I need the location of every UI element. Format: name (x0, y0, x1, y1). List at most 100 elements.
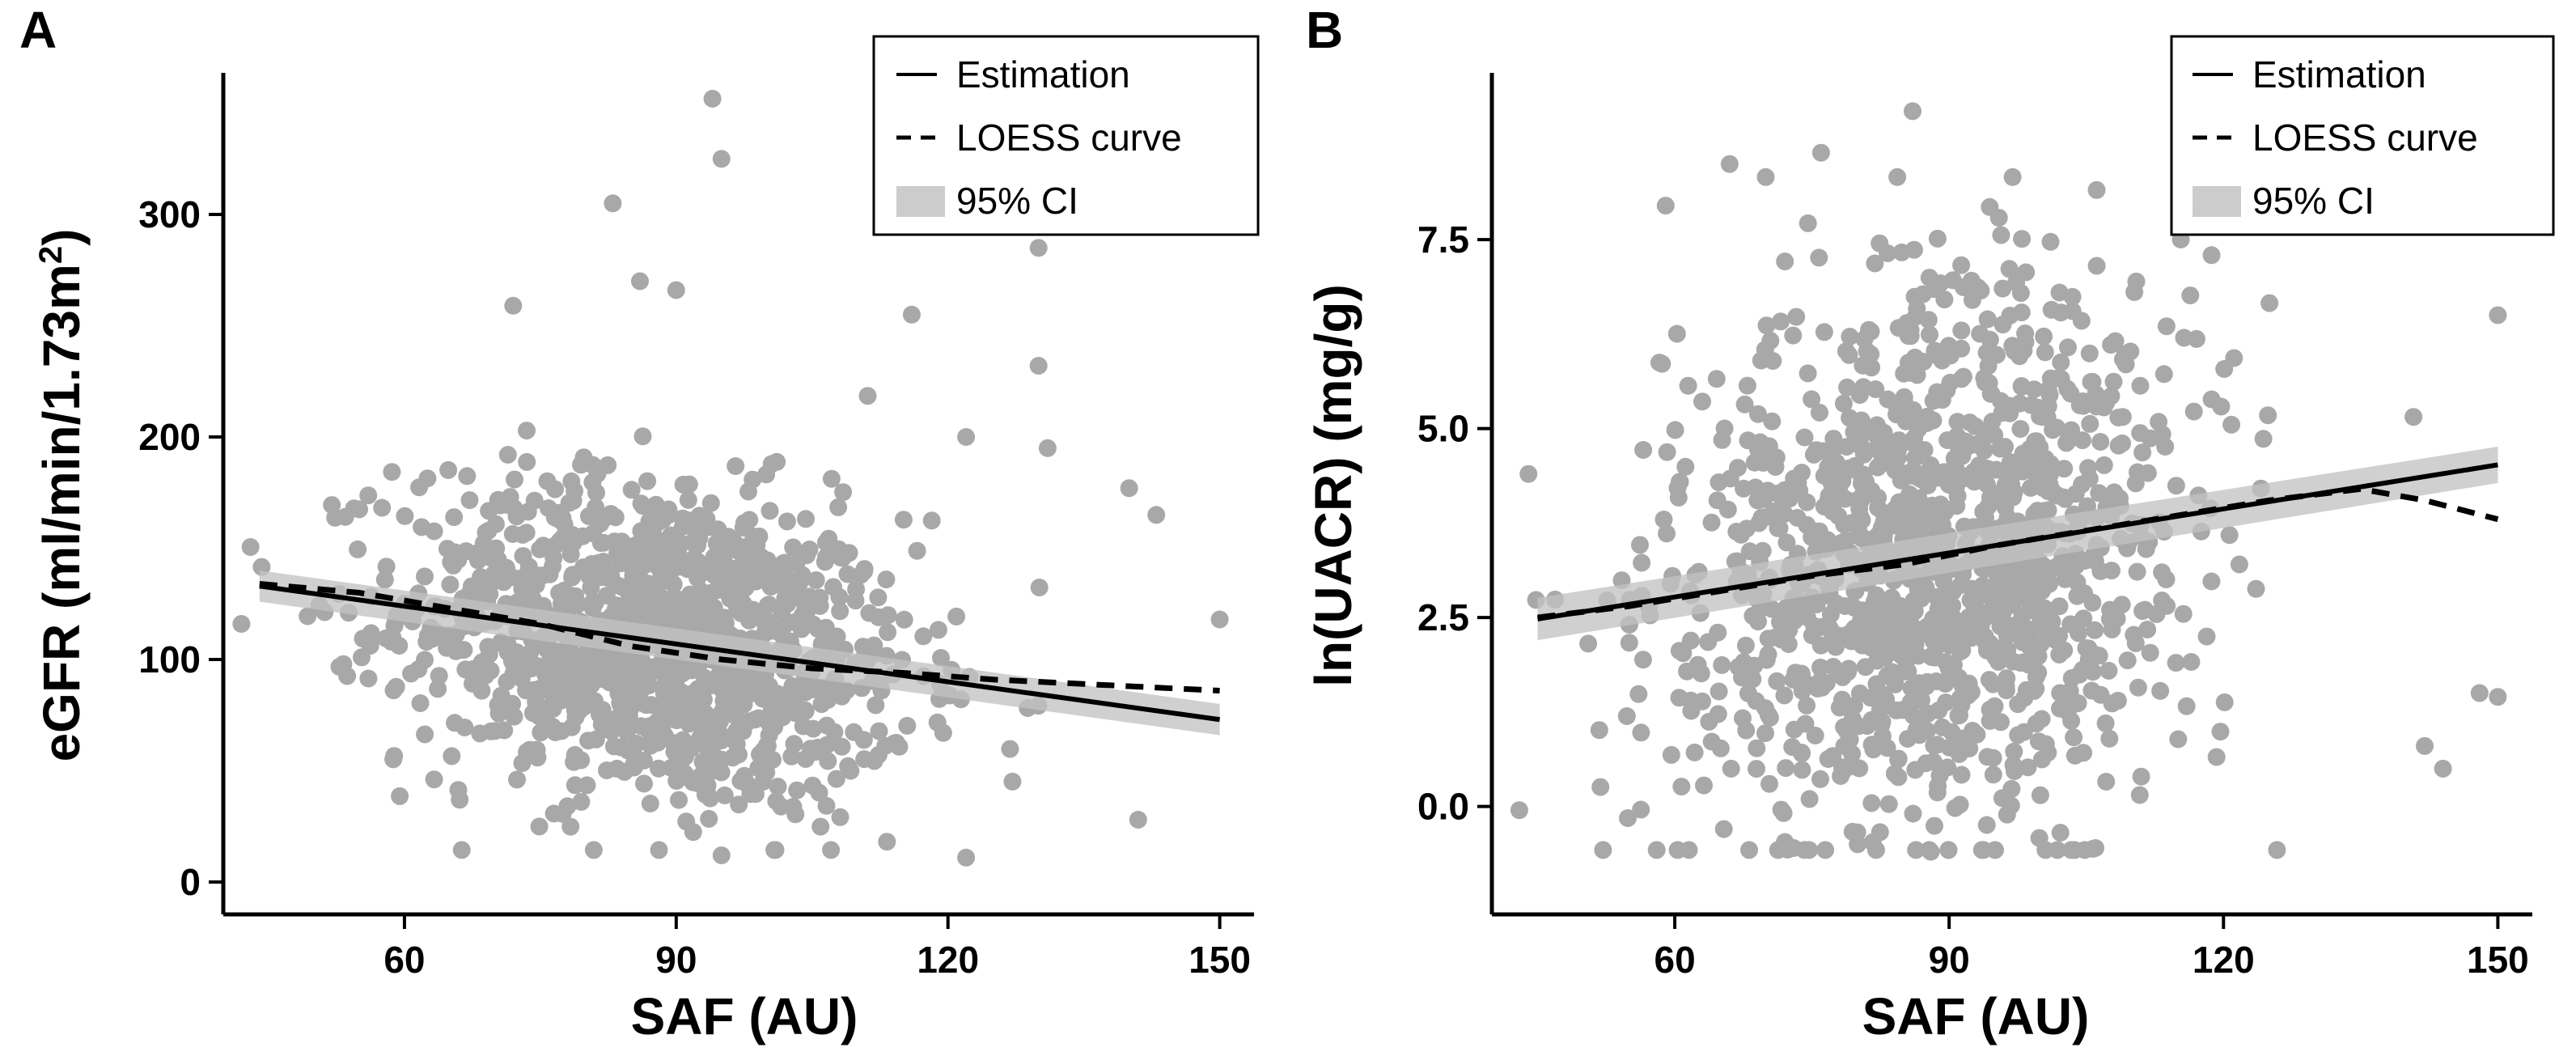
scatter-point (667, 772, 686, 790)
scatter-point (1811, 403, 1828, 422)
scatter-point (2254, 430, 2273, 448)
scatter-point (1963, 291, 1981, 309)
scatter-point (2108, 691, 2127, 710)
scatter-point (2177, 697, 2196, 715)
scatter-point (375, 570, 394, 589)
y-axis-title-main: eGFR (ml/min/1.73m (32, 264, 91, 761)
x-tick-label: 60 (1654, 939, 1695, 981)
scatter-point (1896, 412, 1915, 430)
scatter-point (1784, 326, 1803, 345)
scatter-point (877, 570, 896, 589)
scatter-point (2207, 748, 2226, 766)
scatter-point (2014, 444, 2032, 463)
scatter-point (807, 571, 825, 589)
scatter-point (1029, 239, 1048, 257)
scatter-point (731, 772, 750, 791)
scatter-point (1868, 651, 1887, 670)
scatter-point (653, 709, 672, 727)
scatter-point (866, 696, 885, 715)
scatter-point (1835, 737, 1854, 755)
scatter-point (1985, 697, 2004, 715)
scatter-point (1841, 328, 1859, 346)
scatter-point (2202, 390, 2221, 409)
scatter-point (1853, 490, 1871, 508)
scatter-point (825, 723, 844, 741)
scatter-point (1811, 636, 1830, 655)
scatter-point (2005, 483, 2023, 502)
scatter-point (510, 651, 528, 670)
scatter-point (797, 510, 815, 528)
scatter-point (1849, 426, 1868, 444)
scatter-point (1772, 312, 1790, 331)
scatter-point (1954, 278, 1972, 296)
scatter-point (564, 693, 583, 711)
scatter-point (1619, 809, 1637, 827)
scatter-point (1950, 744, 1968, 763)
scatter-point (2029, 732, 2048, 751)
scatter-point (2099, 661, 2118, 680)
scatter-point (792, 620, 811, 638)
scatter-point (1862, 358, 1881, 377)
scatter-point (2055, 641, 2074, 659)
scatter-point (1899, 662, 1917, 681)
scatter-point (898, 716, 917, 735)
scatter-point (2095, 456, 2113, 474)
scatter-point (1903, 503, 1921, 521)
scatter-point (1866, 380, 1885, 398)
scatter-point (1869, 498, 1888, 517)
y-tick-label: 200 (138, 416, 201, 458)
scatter-point (1785, 839, 1803, 857)
scatter-point (1924, 632, 1943, 651)
scatter-point (2070, 396, 2089, 414)
scatter-point (1931, 495, 1950, 514)
x-tick-label: 60 (383, 939, 425, 981)
scatter-point (1762, 600, 1781, 618)
scatter-point (854, 731, 873, 749)
scatter-point (2167, 477, 2185, 495)
scatter-point (670, 791, 688, 809)
scatter-point (1981, 197, 1999, 216)
loess-curve (1537, 486, 2499, 621)
scatter-point (1929, 513, 1947, 532)
scatter-point (621, 540, 640, 558)
scatter-point (1840, 459, 1858, 477)
scatter-point (766, 841, 785, 859)
scatter-point (1879, 795, 1898, 813)
scatter-point (612, 554, 630, 573)
scatter-point (1984, 765, 2002, 784)
scatter-point (514, 525, 532, 544)
scatter-point (2029, 664, 2048, 682)
scatter-point (1811, 658, 1829, 676)
scatter-point (633, 497, 652, 515)
scatter-point (350, 500, 368, 519)
scatter-point (1976, 373, 1994, 392)
axes-layer: 60 90 120 150 0.0 2.5 5.0 7.5 (1417, 73, 2532, 981)
scatter-point (2220, 526, 2239, 545)
scatter-point (1633, 553, 1651, 572)
scatter-point (443, 747, 461, 765)
scatter-point (1851, 507, 1870, 525)
scatter-point (1888, 168, 1907, 186)
scatter-point (2434, 759, 2452, 778)
scatter-point (1866, 841, 1885, 859)
scatter-point (1811, 770, 1829, 788)
legend-ci-label: 95% CI (956, 180, 1078, 222)
scatter-point (839, 757, 858, 775)
scatter-point (2036, 449, 2055, 468)
scatter-point (1968, 725, 1986, 744)
scatter-point (1928, 229, 1947, 248)
scatter-point (2156, 438, 2175, 456)
scatter-point (1937, 673, 1955, 692)
scatter-point (638, 658, 657, 676)
legend-ci-key (896, 186, 945, 217)
scatter-point (508, 770, 526, 789)
scatter-point (391, 787, 409, 805)
axes-layer: 60 90 120 150 0 100 200 300 (138, 73, 1254, 981)
scatter-point (1904, 490, 1922, 508)
scatter-point (1872, 715, 1891, 734)
scatter-point (1852, 411, 1871, 430)
scatter-point (1679, 376, 1697, 395)
scatter-point (610, 653, 629, 672)
scatter-point (822, 469, 841, 488)
scatter-point (2151, 681, 2170, 700)
